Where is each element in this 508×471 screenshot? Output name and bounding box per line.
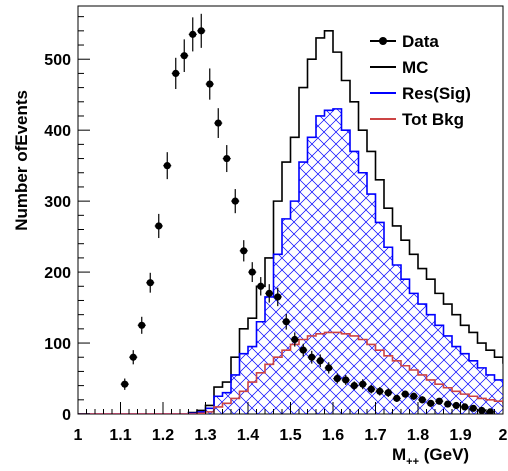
data-point	[350, 382, 358, 390]
series-group	[78, 30, 503, 414]
y-tick-label: 500	[44, 52, 71, 69]
data-point	[129, 353, 137, 361]
data-point	[206, 80, 214, 88]
signal-hatch-fill	[78, 108, 503, 414]
x-tick-label: 1.2	[152, 427, 174, 444]
x-tick-label: 1.5	[279, 427, 301, 444]
x-tick-label: 1.1	[109, 427, 131, 444]
legend-label: Res(Sig)	[402, 84, 471, 103]
data-point	[444, 400, 452, 408]
x-tick-label: 1.9	[449, 427, 471, 444]
data-point	[248, 268, 256, 276]
data-point	[291, 335, 299, 344]
legend-label: Data	[402, 32, 439, 51]
data-point	[461, 403, 469, 411]
series-res-sig--line	[78, 108, 503, 414]
y-axis-title: Number ofEvents	[12, 90, 31, 231]
data-point	[146, 279, 154, 287]
data-point	[180, 52, 188, 60]
legend-marker	[379, 37, 387, 45]
data-point	[299, 346, 307, 354]
data-point	[376, 387, 384, 395]
data-point	[486, 408, 494, 414]
data-point	[401, 390, 409, 398]
x-tick-label: 1.7	[364, 427, 386, 444]
x-tick-label: 1.3	[194, 427, 216, 444]
data-point	[316, 357, 324, 365]
data-point	[163, 162, 171, 170]
data-point	[138, 321, 146, 329]
data-point	[469, 404, 477, 412]
x-tick-label: 1	[74, 427, 83, 444]
x-tick-label: 1.4	[237, 427, 259, 444]
data-point	[367, 385, 375, 393]
x-tick-label: 1.8	[407, 427, 429, 444]
data-point	[384, 389, 392, 397]
y-tick-label: 200	[44, 265, 71, 282]
data-point	[172, 69, 180, 78]
legend-label: Tot Bkg	[402, 110, 464, 129]
y-tick-label: 300	[44, 194, 71, 211]
data-point	[197, 27, 205, 35]
data-point	[325, 364, 333, 372]
data-point	[257, 282, 265, 290]
data-point	[410, 392, 418, 400]
signal-fill-group	[78, 108, 503, 414]
data-point	[333, 374, 341, 383]
data-point	[308, 353, 316, 361]
x-axis-title-sub: ++	[406, 456, 419, 468]
data-point	[393, 394, 401, 402]
x-axis-title: M++ (GeV)	[392, 445, 469, 468]
legend-label: MC	[402, 58, 428, 77]
data-point	[231, 197, 239, 205]
data-point	[427, 399, 435, 407]
y-tick-label: 100	[44, 336, 71, 353]
data-point	[240, 247, 248, 255]
data-point	[189, 30, 197, 38]
data-point	[452, 401, 460, 410]
legend: Data MC Res(Sig) Tot Bkg	[370, 32, 471, 129]
x-tick-label: 2	[499, 427, 508, 444]
series-tot-bkg-line	[78, 331, 503, 414]
data-point	[342, 376, 350, 384]
series-mc-line	[78, 30, 503, 414]
y-axis-ticks: 0 100 200 300 400 500	[44, 16, 90, 424]
data-point	[155, 222, 163, 230]
data-point	[478, 406, 486, 414]
x-tick-label: 1.6	[322, 427, 344, 444]
data-point	[121, 380, 129, 388]
data-point	[223, 154, 231, 163]
data-point	[274, 293, 282, 301]
x-axis-ticks: 1 1.1 1.2 1.3 1.4 1.5 1.6 1.7 1.8 1.9 2	[74, 402, 508, 444]
data-point	[418, 396, 426, 404]
data-point	[214, 119, 222, 127]
data-point	[435, 397, 443, 405]
x-axis-title-main: M	[392, 445, 406, 464]
data-point	[282, 318, 290, 326]
y-tick-label: 0	[62, 407, 71, 424]
data-point	[265, 289, 273, 297]
data-point	[359, 380, 367, 388]
y-tick-label: 400	[44, 123, 71, 140]
data-points-group	[120, 13, 495, 414]
x-axis-title-unit: (GeV)	[419, 445, 469, 464]
